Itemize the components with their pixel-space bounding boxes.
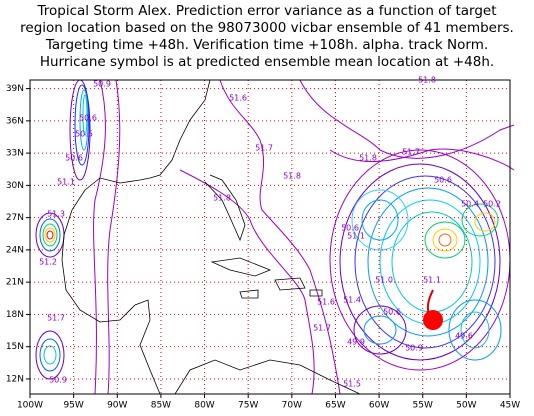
x-tick-label: 75W — [238, 401, 258, 411]
contour-label: 50.9 — [93, 80, 111, 89]
contour-label: 51.7 — [47, 314, 65, 323]
y-tick-label: 15N — [6, 342, 24, 352]
contour-label: 50.6 — [341, 224, 359, 233]
contour-label: 51.1 — [347, 232, 365, 241]
contour-label: 51.0 — [375, 276, 393, 285]
x-tick-label: 70W — [282, 401, 302, 411]
y-tick-label: 21N — [6, 278, 24, 288]
y-tick-label: 24N — [6, 245, 24, 255]
contour-label: 50.6 — [65, 154, 83, 163]
contour-label: 49.9 — [347, 338, 365, 347]
contour-label: 50.4 — [461, 200, 479, 209]
contour-label: 51.7 — [313, 324, 331, 333]
x-tick-label: 80W — [194, 401, 214, 411]
contour-label: 51.3 — [47, 210, 65, 219]
x-tick-label: 45W — [500, 401, 520, 411]
y-tick-label: 39N — [6, 84, 24, 94]
x-tick-label: 60W — [369, 401, 389, 411]
x-tick-label: 90W — [107, 401, 127, 411]
x-tick-label: 65W — [325, 401, 345, 411]
y-tick-label: 33N — [6, 149, 24, 159]
contour-label: 51.2 — [39, 258, 57, 267]
x-tick-label: 50W — [456, 401, 476, 411]
contour-label: 50.6 — [79, 114, 97, 123]
contour-label: 51.1 — [57, 178, 75, 187]
frame — [29, 79, 511, 395]
contour-label: 49.6 — [455, 332, 473, 341]
contour-label: 50.5 — [75, 130, 93, 139]
contour-label: 51.7 — [255, 144, 273, 153]
y-tick-label: 27N — [6, 213, 24, 223]
contour-label: 51.8 — [359, 154, 377, 163]
hurricane-symbol — [423, 289, 443, 330]
y-tick-label: 12N — [6, 374, 24, 384]
contour-label: 51.8 — [418, 76, 436, 85]
contour-label: 51.6 — [229, 94, 247, 103]
contour-label: 50.9 — [405, 344, 423, 353]
y-tick-label: 30N — [6, 181, 24, 191]
contour-label: 50.9 — [49, 376, 67, 385]
x-tick-label: 55W — [413, 401, 433, 411]
title-line: region location based on the 98073000 vi… — [20, 20, 514, 36]
contour-label: 51.8 — [213, 194, 231, 203]
y-tick-label: 18N — [6, 310, 24, 320]
x-tick-label: 85W — [151, 401, 171, 411]
title-line: Targeting time +48h. Verification time +… — [45, 37, 488, 53]
x-tick-label: 100W — [17, 401, 43, 411]
contour-label: 50.6 — [383, 308, 401, 317]
contour-label: 51.6 — [317, 298, 335, 307]
contour-label: 51.4 — [343, 296, 361, 305]
title-line: Hurricane symbol is at predicted ensembl… — [40, 54, 494, 70]
x-tick-label: 95W — [63, 401, 83, 411]
contour-label: 51.1 — [423, 276, 441, 285]
contours — [35, 79, 515, 395]
contour-label: 50.2 — [483, 200, 501, 209]
title-line: Tropical Storm Alex. Prediction error va… — [36, 3, 496, 19]
y-tick-label: 36N — [6, 116, 24, 126]
contour-label: 51.5 — [343, 380, 361, 389]
contour-label: 50.6 — [434, 176, 452, 185]
contour-label: 51.8 — [283, 172, 301, 181]
coastlines — [61, 79, 361, 395]
contour-label: 51.7 — [402, 148, 420, 157]
